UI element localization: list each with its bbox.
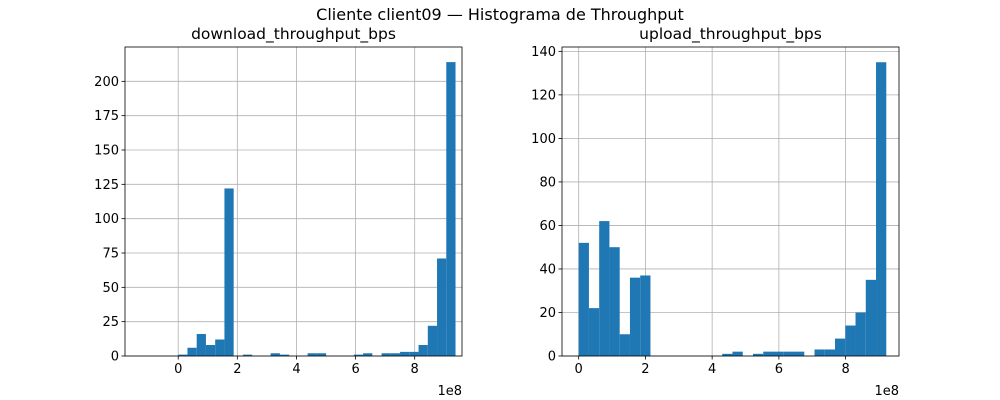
chart-1-bar — [418, 345, 428, 356]
chart-1-bar — [205, 345, 216, 356]
chart-2-bar — [752, 353, 764, 356]
chart-1-bar — [381, 353, 391, 356]
chart-2-bar — [763, 351, 774, 356]
chart-1-y-tick-label: 150 — [94, 144, 119, 159]
chart-1-x-tick-label: 4 — [292, 362, 300, 377]
chart-2-panel: 0 2 4 6 80204060801001201401e8upload_through… — [531, 25, 900, 399]
chart-2-bar — [578, 242, 589, 356]
chart-1-bar — [196, 334, 206, 356]
chart-1-bar — [307, 353, 317, 356]
chart-1-x-tick-label: 8 — [411, 362, 419, 377]
chart-2-y-tick-label: 80 — [539, 175, 556, 190]
chart-1-bar — [427, 325, 438, 356]
chart-1-y-tick-label: 25 — [102, 315, 119, 330]
chart-2-x-tick-label: 2 — [641, 362, 649, 377]
chart-1-y-tick-label: 200 — [94, 75, 119, 90]
chart-1-title: download_throughput_bps — [191, 25, 396, 44]
chart-1-panel: 0 2 4 6 8 0 25 50 75 100 125 150 175 200 1e8 download_t… — [94, 25, 463, 399]
chart-1-bar — [363, 353, 373, 356]
chart-1-bar — [187, 347, 197, 356]
chart-2-bar — [722, 353, 733, 356]
chart-2-y-tick-label: 140 — [531, 45, 556, 60]
chart-1-bar — [178, 354, 188, 356]
chart-2-x-scale-label: 1e8 — [874, 384, 899, 399]
chart-2-bar — [599, 221, 610, 356]
chart-2-bar — [619, 334, 630, 356]
chart-1-y-tick-label: 175 — [94, 109, 119, 124]
chart-1-y-tick-label: 100 — [94, 212, 119, 227]
chart-1-y-tick-label: 75 — [102, 247, 119, 262]
chart-2-x-tick-label: 0 — [575, 362, 583, 377]
chart-2-x-tick-label: 4 — [708, 362, 716, 377]
chart-1-bar — [224, 188, 234, 356]
chart-1-bar — [437, 258, 447, 356]
chart-1-bar — [409, 351, 419, 356]
chart-2-bar — [794, 351, 805, 356]
chart-2-bar — [588, 308, 600, 356]
chart-1-bar — [400, 351, 410, 356]
chart-2-bar — [876, 62, 887, 357]
chart-2-y-tick-label: 100 — [531, 132, 556, 147]
chart-2-y-tick-label: 120 — [531, 88, 556, 103]
chart-1-x-scale-label: 1e8 — [437, 384, 462, 399]
chart-2-bar — [865, 279, 877, 356]
chart-1-x-tick-label: 6 — [351, 362, 359, 377]
chart-2-title: upload_throughput_bps — [639, 25, 822, 44]
chart-1-y-tick-label: 50 — [102, 281, 119, 296]
chart-2-y-tick-label: 40 — [539, 262, 556, 277]
chart-2-bar — [783, 351, 795, 356]
chart-1-bar — [446, 62, 456, 357]
chart-2-x-tick-label: 8 — [841, 362, 849, 377]
chart-2-bar — [773, 351, 784, 356]
chart-2-y-tick-label: 0 — [548, 350, 556, 365]
chart-2-bar — [609, 247, 620, 356]
chart-1-y-tick-label: 125 — [94, 178, 119, 193]
chart-1-bar — [316, 353, 327, 356]
chart-2-bar — [629, 277, 641, 356]
chart-2-bar — [732, 351, 743, 356]
chart-1-bar — [215, 339, 225, 356]
chart-1-y-tick-label: 0 — [111, 350, 119, 365]
chart-1-bar — [270, 353, 280, 356]
chart-2-bar — [845, 325, 856, 356]
chart-2-y-tick-label: 60 — [539, 219, 556, 234]
chart-2-x-tick-label: 6 — [775, 362, 783, 377]
chart-1-axes-frame — [124, 46, 463, 357]
chart-2-y-tick-label: 20 — [539, 306, 556, 321]
chart-2-bar — [640, 275, 651, 356]
chart-2-bar — [835, 338, 846, 356]
chart-2-bar — [855, 312, 866, 356]
chart-2-bar — [824, 349, 836, 356]
chart-2-axes-frame — [561, 46, 900, 357]
chart-1-x-tick-label: 0 — [174, 362, 182, 377]
chart-1-bar — [390, 353, 401, 356]
chart-1-x-tick-label: 2 — [233, 362, 241, 377]
chart-1-bar — [279, 354, 290, 356]
chart-1-bar — [242, 354, 253, 356]
chart-1-bar — [353, 354, 364, 356]
chart-2-bar — [814, 349, 825, 356]
figure-title: Cliente client09 — Histograma de Through… — [316, 5, 684, 24]
